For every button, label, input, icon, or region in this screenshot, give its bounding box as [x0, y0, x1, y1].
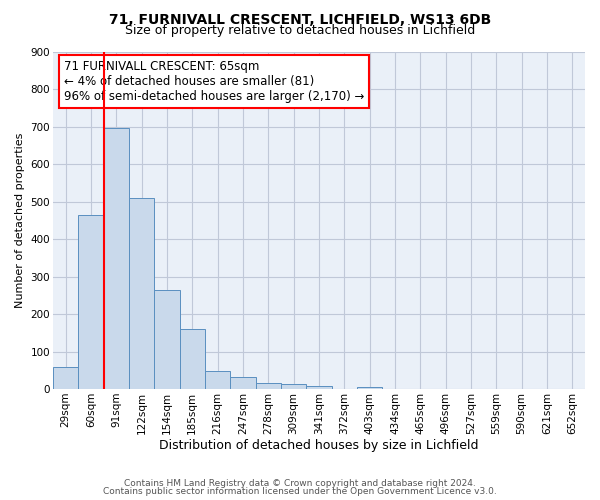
Bar [104, 128, 129, 389]
Bar [78, 214, 104, 389]
Bar [129, 198, 154, 389]
Bar [154, 290, 179, 389]
Bar [256, 382, 281, 389]
Text: Contains HM Land Registry data © Crown copyright and database right 2024.: Contains HM Land Registry data © Crown c… [124, 478, 476, 488]
Bar [281, 384, 307, 389]
Text: Contains public sector information licensed under the Open Government Licence v3: Contains public sector information licen… [103, 487, 497, 496]
Bar [230, 376, 256, 389]
X-axis label: Distribution of detached houses by size in Lichfield: Distribution of detached houses by size … [159, 440, 479, 452]
Bar [179, 329, 205, 389]
Text: 71 FURNIVALL CRESCENT: 65sqm
← 4% of detached houses are smaller (81)
96% of sem: 71 FURNIVALL CRESCENT: 65sqm ← 4% of det… [64, 60, 364, 103]
Bar [205, 372, 230, 389]
Bar [307, 386, 332, 389]
Y-axis label: Number of detached properties: Number of detached properties [15, 132, 25, 308]
Text: 71, FURNIVALL CRESCENT, LICHFIELD, WS13 6DB: 71, FURNIVALL CRESCENT, LICHFIELD, WS13 … [109, 12, 491, 26]
Text: Size of property relative to detached houses in Lichfield: Size of property relative to detached ho… [125, 24, 475, 37]
Bar [53, 366, 78, 389]
Bar [357, 387, 382, 389]
